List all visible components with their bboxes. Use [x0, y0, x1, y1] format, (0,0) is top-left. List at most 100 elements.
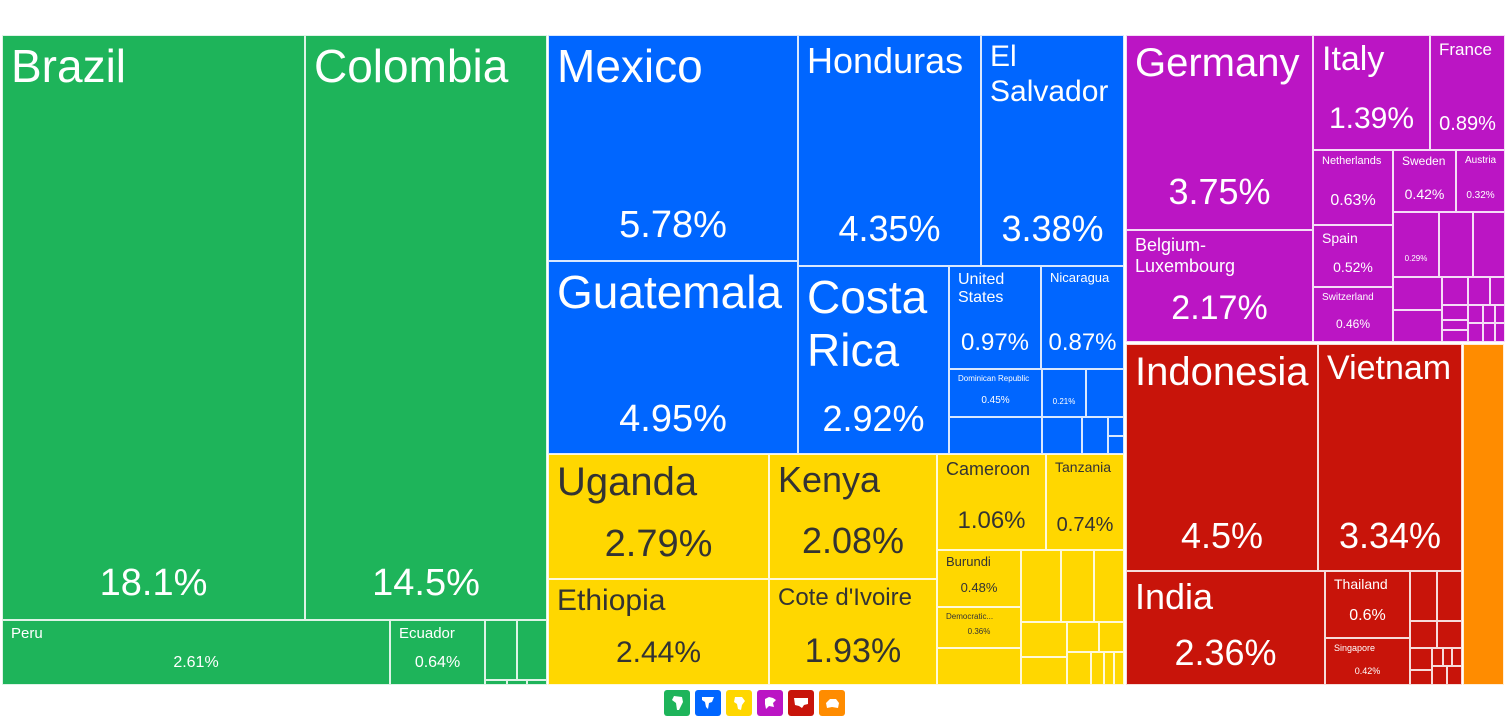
- europe-legend-icon[interactable]: [757, 690, 783, 716]
- oceania-legend-icon[interactable]: [819, 690, 845, 716]
- tile-value-label: 0.74%: [1056, 514, 1114, 536]
- treemap-tile-small[interactable]: [1091, 652, 1104, 685]
- treemap-tile-small[interactable]: [1104, 652, 1114, 685]
- treemap-tile-small[interactable]: [1468, 277, 1490, 305]
- treemap-tile-kenya[interactable]: Kenya 2.08%: [769, 454, 937, 579]
- treemap-tile-small[interactable]: [1437, 621, 1462, 648]
- treemap-tile-small[interactable]: [1483, 305, 1495, 323]
- treemap-tile-small[interactable]: [517, 620, 547, 680]
- treemap-tile-small[interactable]: [1437, 571, 1462, 621]
- treemap-tile-small[interactable]: [1099, 622, 1124, 652]
- treemap-tile-costa-rica[interactable]: Costa Rica 2.92%: [798, 266, 949, 454]
- treemap-tile-belgium-luxembourg[interactable]: Belgium-Luxembourg 2.17%: [1126, 230, 1313, 342]
- treemap-tile-small[interactable]: [485, 620, 517, 680]
- treemap-tile-small[interactable]: [1483, 323, 1495, 342]
- treemap-tile-ethiopia[interactable]: Ethiopia 2.44%: [548, 579, 769, 685]
- treemap-tile-small[interactable]: [949, 417, 1042, 454]
- treemap-tile-small[interactable]: [1442, 330, 1468, 342]
- treemap-tile-dominican-republic[interactable]: Dominican Republic 0.45%: [949, 369, 1042, 417]
- north-america-legend-icon[interactable]: [695, 690, 721, 716]
- treemap-tile-small[interactable]: [527, 680, 547, 685]
- treemap-tile-small[interactable]: [1439, 212, 1473, 277]
- treemap-tile-small[interactable]: [485, 680, 507, 685]
- africa-legend-icon[interactable]: [726, 690, 752, 716]
- treemap-tile-small[interactable]: [507, 680, 527, 685]
- treemap-tile-honduras[interactable]: Honduras 4.35%: [798, 35, 981, 266]
- tile-label: India: [1135, 576, 1214, 617]
- south-america-legend-icon[interactable]: [664, 690, 690, 716]
- treemap-tile-small[interactable]: [1082, 417, 1108, 454]
- treemap-tile-vietnam[interactable]: Vietnam 3.34%: [1318, 344, 1462, 571]
- treemap-tile-small[interactable]: [1410, 571, 1437, 621]
- treemap-tile-italy[interactable]: Italy 1.39%: [1313, 35, 1430, 150]
- treemap-tile-france[interactable]: France 0.89%: [1430, 35, 1505, 150]
- treemap-tile-small[interactable]: [1021, 622, 1067, 657]
- treemap-tile-small[interactable]: [1442, 305, 1468, 320]
- treemap-tile-small[interactable]: [1468, 323, 1483, 342]
- treemap-tile-small[interactable]: [1067, 652, 1091, 685]
- tile-label: Netherlands: [1322, 155, 1382, 167]
- treemap-tile-small[interactable]: [1432, 648, 1443, 666]
- treemap-tile-small[interactable]: [1443, 648, 1452, 666]
- treemap-tile-guatemala[interactable]: Guatemala 4.95%: [548, 261, 798, 454]
- treemap-tile-small[interactable]: [1442, 277, 1468, 305]
- treemap-tile-small[interactable]: [1410, 670, 1432, 685]
- treemap-tile-small[interactable]: [1086, 369, 1124, 417]
- treemap-tile-tanzania[interactable]: Tanzania 0.74%: [1046, 454, 1124, 550]
- treemap-tile-thailand[interactable]: Thailand 0.6%: [1325, 571, 1410, 638]
- treemap-tile-indonesia[interactable]: Indonesia 4.5%: [1126, 344, 1318, 571]
- treemap-tile-small[interactable]: [1410, 648, 1432, 670]
- treemap-tile-small[interactable]: [1108, 436, 1124, 454]
- treemap-tile-small[interactable]: [937, 648, 1021, 685]
- treemap-tile-colombia[interactable]: Colombia 14.5%: [305, 35, 547, 620]
- tile-label: Belgium-Luxembourg: [1135, 235, 1236, 276]
- treemap-tile-peru[interactable]: Peru 2.61%: [2, 620, 390, 685]
- asia-legend-icon[interactable]: [788, 690, 814, 716]
- treemap-tile-small[interactable]: [1452, 648, 1462, 666]
- treemap-tile-democratic[interactable]: Democratic... 0.36%: [937, 607, 1021, 648]
- treemap-tile-small[interactable]: [1495, 323, 1505, 342]
- treemap-tile-small[interactable]: [1468, 305, 1483, 323]
- treemap-tile-small[interactable]: [1108, 417, 1124, 436]
- treemap-tile-switzerland[interactable]: Switzerland 0.46%: [1313, 287, 1393, 342]
- treemap-tile-uganda[interactable]: Uganda 2.79%: [548, 454, 769, 579]
- treemap-tile-brazil[interactable]: Brazil 18.1%: [2, 35, 305, 620]
- treemap-tile-north-america-8[interactable]: 0.21%: [1042, 369, 1086, 417]
- treemap-tile-netherlands[interactable]: Netherlands 0.63%: [1313, 150, 1393, 225]
- treemap-tile-small[interactable]: [1021, 657, 1067, 685]
- treemap-tile-small[interactable]: [1061, 550, 1094, 622]
- treemap-tile-small[interactable]: [1094, 550, 1124, 622]
- treemap-tile-small[interactable]: [1410, 621, 1437, 648]
- treemap-tile-small[interactable]: [1114, 652, 1124, 685]
- treemap-tile-europe-8[interactable]: 0.29%: [1393, 212, 1439, 277]
- treemap-tile-small[interactable]: [1393, 277, 1442, 310]
- treemap-tile-el-salvador[interactable]: El Salvador 3.38%: [981, 35, 1124, 266]
- tile-value-label: 0.97%: [960, 329, 1030, 356]
- treemap-tile-small[interactable]: [1393, 310, 1442, 342]
- treemap-tile-germany[interactable]: Germany 3.75%: [1126, 35, 1313, 230]
- treemap-tile-burundi[interactable]: Burundi 0.48%: [937, 550, 1021, 607]
- treemap-tile-small[interactable]: [1067, 622, 1099, 652]
- treemap-tile-small[interactable]: [1495, 305, 1505, 323]
- treemap-tile-cote-d-ivoire[interactable]: Cote d'Ivoire 1.93%: [769, 579, 937, 685]
- treemap-tile-small[interactable]: [1021, 550, 1061, 622]
- tile-label: Mexico: [557, 40, 703, 92]
- treemap-tile-small[interactable]: [1432, 666, 1447, 685]
- treemap-tile-singapore[interactable]: Singapore 0.42%: [1325, 638, 1410, 685]
- treemap-tile-small[interactable]: [1473, 212, 1505, 277]
- treemap-tile-ecuador[interactable]: Ecuador 0.64%: [390, 620, 485, 685]
- treemap-tile-austria[interactable]: Austria 0.32%: [1456, 150, 1505, 212]
- treemap-tile-sweden[interactable]: Sweden 0.42%: [1393, 150, 1456, 212]
- treemap-tile-small[interactable]: [1447, 666, 1462, 685]
- treemap-tile-small[interactable]: [1490, 277, 1505, 305]
- treemap-tile-nicaragua[interactable]: Nicaragua 0.87%: [1041, 266, 1124, 369]
- treemap-tile-small[interactable]: [1463, 344, 1504, 685]
- tile-label: El Salvador: [990, 40, 1109, 108]
- treemap-tile-spain[interactable]: Spain 0.52%: [1313, 225, 1393, 287]
- treemap-tile-mexico[interactable]: Mexico 5.78%: [548, 35, 798, 261]
- treemap-tile-cameroon[interactable]: Cameroon 1.06%: [937, 454, 1046, 550]
- treemap-tile-united-states[interactable]: United States 0.97%: [949, 266, 1041, 369]
- treemap-tile-small[interactable]: [1442, 320, 1468, 330]
- treemap-tile-india[interactable]: India 2.36%: [1126, 571, 1325, 685]
- treemap-tile-small[interactable]: [1042, 417, 1082, 454]
